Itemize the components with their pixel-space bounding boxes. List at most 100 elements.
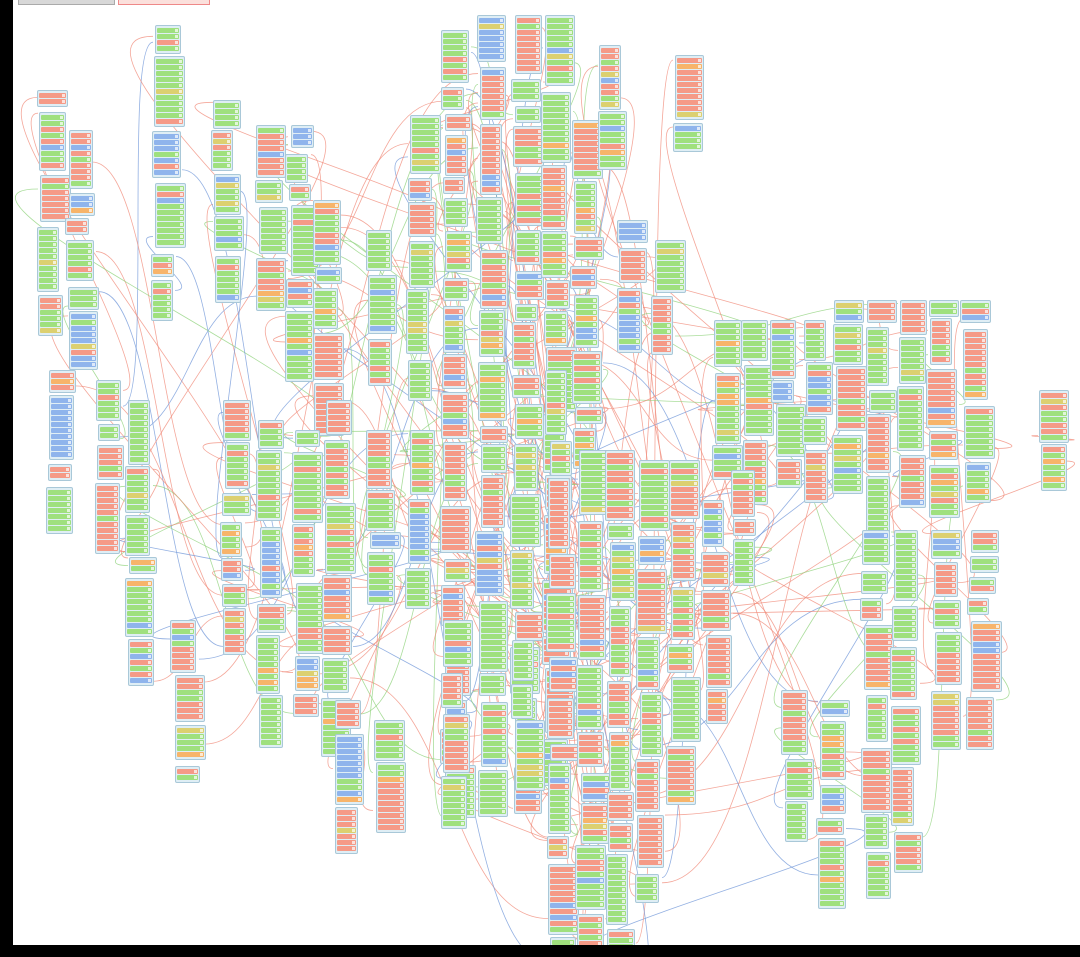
node-port-row[interactable] (482, 277, 506, 282)
node-port-row[interactable] (621, 251, 646, 256)
node-port-row[interactable] (517, 48, 541, 53)
node-port-row[interactable] (551, 450, 570, 455)
node-port-row[interactable] (901, 315, 925, 320)
node-port-row[interactable] (512, 497, 540, 502)
graph-node[interactable] (669, 460, 701, 519)
node-port-row[interactable] (639, 848, 663, 853)
node-port-row[interactable] (294, 485, 322, 490)
node-port-row[interactable] (547, 391, 566, 396)
node-port-row[interactable] (867, 447, 889, 452)
node-port-row[interactable] (516, 723, 543, 728)
node-port-row[interactable] (516, 759, 543, 764)
node-port-row[interactable] (515, 483, 536, 488)
node-port-row[interactable] (442, 51, 467, 56)
node-port-row[interactable] (129, 415, 148, 420)
node-port-row[interactable] (550, 903, 578, 908)
node-port-row[interactable] (964, 332, 986, 337)
graph-node[interactable] (369, 532, 401, 549)
node-port-row[interactable] (447, 252, 471, 257)
graph-node[interactable] (785, 801, 809, 842)
graph-node[interactable] (325, 400, 352, 435)
node-port-row[interactable] (972, 648, 1000, 653)
graph-node[interactable] (1039, 390, 1070, 443)
node-port-row[interactable] (482, 259, 506, 264)
node-port-row[interactable] (257, 465, 280, 470)
node-port-row[interactable] (867, 366, 887, 371)
node-port-row[interactable] (410, 268, 433, 273)
node-port-row[interactable] (931, 345, 950, 350)
node-port-row[interactable] (863, 799, 890, 804)
node-port-row[interactable] (704, 527, 723, 532)
node-port-row[interactable] (477, 206, 501, 211)
graph-node[interactable] (579, 450, 608, 515)
node-port-row[interactable] (572, 275, 596, 280)
node-port-row[interactable] (446, 213, 467, 218)
graph-node[interactable] (127, 639, 154, 686)
node-port-row[interactable] (48, 514, 72, 519)
node-port-row[interactable] (550, 909, 578, 914)
node-port-row[interactable] (445, 333, 464, 338)
node-port-row[interactable] (326, 449, 349, 454)
node-port-row[interactable] (68, 249, 93, 254)
node-port-row[interactable] (129, 457, 148, 462)
graph-node[interactable] (545, 370, 568, 435)
node-port-row[interactable] (336, 810, 356, 815)
node-port-row[interactable] (638, 614, 666, 619)
node-port-row[interactable] (733, 485, 754, 490)
node-port-row[interactable] (515, 794, 540, 799)
node-port-row[interactable] (545, 320, 566, 325)
node-port-row[interactable] (549, 707, 573, 712)
node-port-row[interactable] (932, 551, 960, 556)
node-port-row[interactable] (932, 545, 960, 550)
node-port-row[interactable] (895, 575, 916, 580)
node-port-row[interactable] (656, 249, 684, 254)
node-port-row[interactable] (97, 540, 119, 545)
graph-node[interactable] (598, 45, 621, 110)
node-port-row[interactable] (608, 893, 627, 898)
node-port-row[interactable] (772, 335, 795, 340)
node-port-row[interactable] (707, 680, 730, 685)
node-port-row[interactable] (371, 541, 399, 546)
graph-node[interactable] (865, 852, 891, 899)
node-port-row[interactable] (512, 711, 531, 716)
node-port-row[interactable] (972, 630, 1000, 635)
node-port-row[interactable] (481, 682, 505, 687)
node-port-row[interactable] (50, 422, 72, 427)
node-port-row[interactable] (157, 204, 185, 209)
node-port-row[interactable] (512, 94, 539, 99)
node-port-row[interactable] (127, 605, 153, 610)
node-port-row[interactable] (972, 672, 1000, 677)
node-port-row[interactable] (782, 747, 806, 752)
node-port-row[interactable] (637, 774, 659, 779)
node-port-row[interactable] (703, 579, 729, 584)
node-port-row[interactable] (782, 699, 806, 704)
node-port-row[interactable] (367, 245, 390, 250)
node-port-row[interactable] (442, 612, 463, 617)
node-port-row[interactable] (835, 333, 862, 338)
node-port-row[interactable] (619, 235, 647, 240)
node-port-row[interactable] (577, 896, 605, 901)
node-port-row[interactable] (895, 539, 916, 544)
node-port-row[interactable] (773, 395, 793, 400)
node-port-row[interactable] (576, 334, 598, 339)
node-port-row[interactable] (550, 802, 570, 807)
node-port-row[interactable] (154, 170, 180, 175)
node-port-row[interactable] (835, 357, 862, 362)
node-port-row[interactable] (600, 54, 619, 59)
graph-node[interactable] (540, 165, 567, 230)
node-port-row[interactable] (637, 889, 658, 894)
node-port-row[interactable] (445, 574, 469, 579)
node-port-row[interactable] (867, 491, 888, 496)
node-port-row[interactable] (895, 853, 921, 858)
node-port-row[interactable] (901, 376, 925, 381)
node-port-row[interactable] (442, 395, 467, 400)
node-port-row[interactable] (216, 225, 243, 230)
node-port-row[interactable] (409, 556, 429, 561)
node-port-row[interactable] (577, 854, 605, 859)
node-port-row[interactable] (481, 616, 507, 621)
node-port-row[interactable] (336, 791, 362, 796)
node-port-row[interactable] (574, 396, 601, 401)
graph-node[interactable] (898, 455, 926, 508)
node-port-row[interactable] (547, 48, 574, 53)
node-port-row[interactable] (314, 245, 339, 250)
